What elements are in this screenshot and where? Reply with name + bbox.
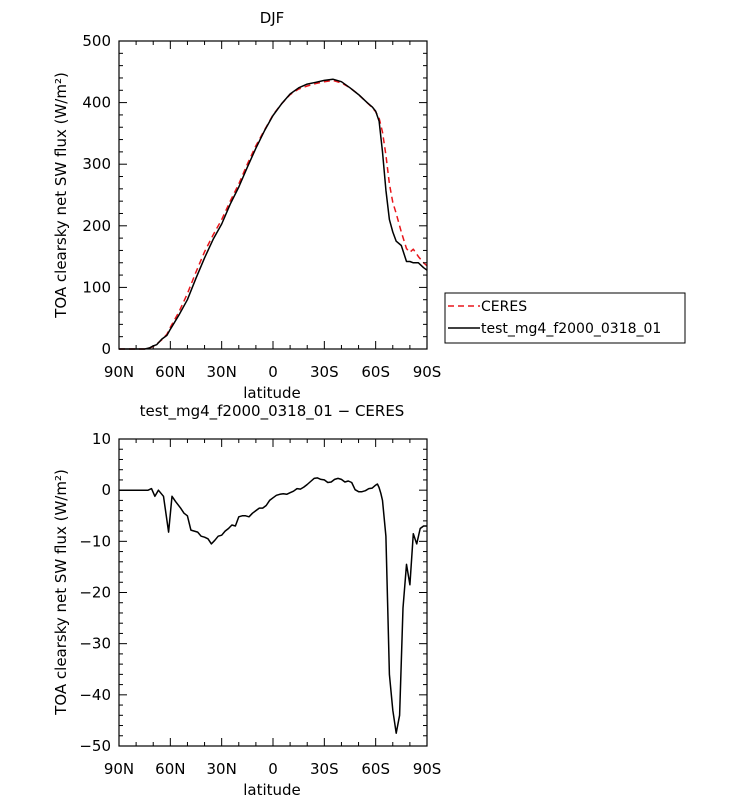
top-x-tick-label: 30S [310,363,339,381]
top-y-tick-label: 500 [82,32,111,50]
bottom-y-tick-label: −50 [79,737,111,755]
chart-panel-top: DJF 90N 60N 30N 0 30S 60S 90S0100200300400500 … [52,9,686,402]
top-y-tick-label: 300 [82,155,111,173]
top-chart-axes: 90N 60N 30N 0 30S 60S 90S 0 100 200 300 400 500 [82,32,441,381]
bottom-chart-marks [119,477,427,734]
top-x-tick-label: 90S [413,363,442,381]
top-y-tick-label: 0 [101,340,111,358]
chart-panel-bottom: test_mg4_f2000_0318_01 − CERES 90N 60N 30N… [52,402,441,799]
top-y-axis-label: TOA clearsky net SW flux (W/m²) [52,72,70,319]
top-x-tick-label: 90N [104,363,134,381]
top-chart-title: DJF [260,9,285,27]
top-y-tick-label: 100 [82,278,111,296]
top-chart-marks [119,78,428,350]
top-x-tick-label: 60S [361,363,390,381]
bottom-y-axis-label: TOA clearsky net SW flux (W/m²) [52,469,70,716]
bottom-series-line-0 [119,477,427,734]
bottom-x-tick-label: 0 [268,760,278,778]
bottom-x-tick-label: 90S [413,760,442,778]
top-y-tick-label: 200 [82,217,111,235]
bottom-x-tick-label: 60N [155,760,185,778]
bottom-plot-frame [118,438,428,747]
bottom-chart-title: test_mg4_f2000_0318_01 − CERES [140,402,405,421]
bottom-y-tick-label: 0 [101,481,111,499]
top-x-axis-label: latitude [243,384,301,402]
bottom-chart-axes: 90N 60N 30N 0 30S 60S 90S −50 −40 −30 −20 −10 0 10 [79,430,441,778]
top-x-tick-label: 30N [207,363,237,381]
bottom-x-tick-label: 30N [207,760,237,778]
legend-box [444,292,686,344]
bottom-x-tick-label: 60S [361,760,390,778]
top-y-tick-label: 400 [82,94,111,112]
bottom-x-tick-label: 30S [310,760,339,778]
bottom-y-tick-label: −10 [79,532,111,550]
bottom-x-axis-label: latitude [243,781,301,799]
bottom-y-tick-label: −40 [79,686,111,704]
legend-label-model: test_mg4_f2000_0318_01 [481,321,661,337]
bottom-x-tick-label: 90N [104,760,134,778]
legend: CERES test_mg4_f2000_0318_01 [444,292,686,344]
bottom-y-tick-label: −30 [79,635,111,653]
top-series-line-1 [119,78,428,350]
top-plot-frame [118,40,428,350]
top-x-tick-label: 60N [155,363,185,381]
top-series-line-0 [119,79,428,350]
legend-label-ceres: CERES [481,299,527,315]
bottom-y-tick-label: 10 [92,430,111,448]
top-x-tick-label: 0 [268,363,278,381]
bottom-y-tick-label: −20 [79,584,111,602]
